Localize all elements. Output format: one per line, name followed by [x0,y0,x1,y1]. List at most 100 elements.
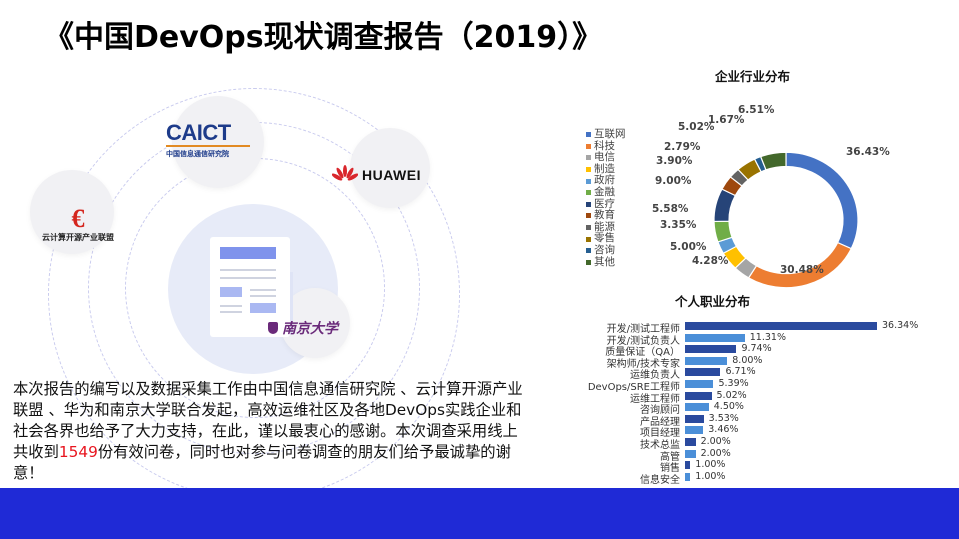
legend-swatch [586,213,591,219]
bar [685,380,714,388]
footer-band [0,488,959,539]
bar-value-label: 5.02% [716,389,747,401]
logo-bubble [350,128,430,208]
legend-item: 金融 [586,186,626,199]
bar-value-label: 6.71% [725,366,756,378]
donut-data-label: 30.48% [780,264,824,276]
bar-value-label: 36.34% [882,320,919,331]
bar-value-label: 9.74% [741,343,772,355]
ycit-e-icon: € [71,204,85,233]
bar [685,403,709,412]
logo-bubble [172,96,264,188]
donut-slice [759,151,787,171]
legend-label: 能源 [594,220,615,233]
legend-label: 电信 [594,151,615,164]
legend-item: 制造 [586,162,626,176]
bar-category-label: 架构师/技术专家 [606,358,680,370]
bar-value-label: 3.53% [708,412,739,424]
bar-category-label: 产品经理 [640,416,680,428]
donut-data-label: 4.28% [692,255,729,267]
legend-swatch [586,259,591,265]
bar-category-label: 质量保证（QA） [605,347,680,359]
bar [685,391,712,400]
bar [685,356,728,365]
acknowledgement-paragraph: 本次报告的编写以及数据采集工作由中国信息通信研究院 、云计算开源产业联盟 、华为… [13,380,523,482]
industry-chart-title: 企业行业分布 [715,69,791,84]
caict-logo: CAICT 中国信息通信研究院 [166,120,250,159]
legend-label: 制造 [594,162,615,175]
bar-category-label: 开发/测试负责人 [606,335,680,347]
bar [685,333,745,342]
bar-value-label: 1.00% [695,459,726,471]
donut-slice [785,151,859,250]
legend-label: 零售 [594,232,615,245]
bar [685,345,737,354]
donut-data-label: 1.67% [708,114,745,126]
charts-panel: 企业行业分布 互联网 科技 电信 制造 政府 金融 医疗 教育 能源 零售 咨询 其他 36.43% 3… [550,62,934,488]
legend-swatch [586,201,591,207]
donut-data-label: 36.43% [846,146,890,158]
bar-category-label: 运维负责人 [630,370,680,382]
legend-swatch [586,236,591,242]
legend-swatch [586,143,591,149]
occupation-chart-title: 个人职业分布 [675,294,751,309]
bar-category-label: 高管 [660,451,680,463]
bar-value-label: 1.00% [695,470,726,482]
industry-donut-chart [713,151,859,289]
bar-category-label: DevOps/SRE工程师 [587,382,680,393]
huawei-petals-icon [332,165,358,181]
bar [685,472,691,481]
bar [685,449,696,458]
page-title: 《中国DevOps现状调查报告（2019）》 [44,20,603,55]
bar-value-label: 11.31% [749,331,786,343]
legend-label: 教育 [594,209,615,222]
legend-label: 咨询 [594,243,615,256]
response-count: 1549 [58,443,98,461]
donut-data-label: 5.00% [670,241,707,253]
bar-category-label: 运维工程师 [630,393,680,405]
donut-data-label: 6.51% [738,104,775,116]
bar-category-label: 项目经理 [640,428,680,440]
legend-swatch [586,248,591,254]
donut-data-label: 3.90% [656,155,693,167]
partners-illustration [0,70,460,500]
bar-category-label: 销售 [660,463,680,475]
bar-category-label: 开发/测试工程师 [606,324,680,335]
legend-label: 科技 [594,139,615,152]
bar-category-label: 信息安全 [640,474,680,486]
donut-data-label: 5.58% [652,203,689,215]
donut-data-label: 9.00% [655,175,692,187]
bar-value-label: 3.46% [708,424,739,436]
legend-swatch [586,178,591,184]
bar-value-label: 8.00% [732,354,763,366]
nju-shield-icon [268,322,278,334]
bar-value-label: 2.00% [700,436,731,447]
legend-item: 能源 [586,220,626,234]
legend-label: 医疗 [594,197,615,210]
donut-data-label: 2.79% [664,141,701,153]
legend-item: 电信 [586,152,626,164]
legend-label: 政府 [594,174,615,187]
industry-legend: 互联网 科技 电信 制造 政府 金融 医疗 教育 能源 零售 咨询 其他 [586,128,626,268]
bar [685,368,721,377]
bar-category-label: 咨询顾问 [640,405,680,417]
legend-item: 互联网 [586,128,626,141]
legend-item: 咨询 [586,243,626,257]
huawei-logo: HUAWEI [332,165,421,185]
bar [685,461,691,470]
legend-label: 互联网 [594,128,626,140]
ycit-logo: € 云计算开源产业联盟 [42,204,114,243]
bar-value-label: 5.39% [718,378,749,389]
donut-data-label: 3.35% [660,219,697,231]
legend-swatch [586,167,591,173]
legend-swatch [586,190,591,196]
bar-value-label: 4.50% [713,401,744,413]
nju-logo: 南京大学 [268,318,338,338]
legend-item: 零售 [586,233,626,245]
donut-slice [713,220,733,243]
logo-bubble [30,170,114,254]
legend-swatch [586,155,591,161]
document-icon [210,237,290,337]
legend-swatch [586,225,591,231]
legend-item: 科技 [586,139,626,153]
